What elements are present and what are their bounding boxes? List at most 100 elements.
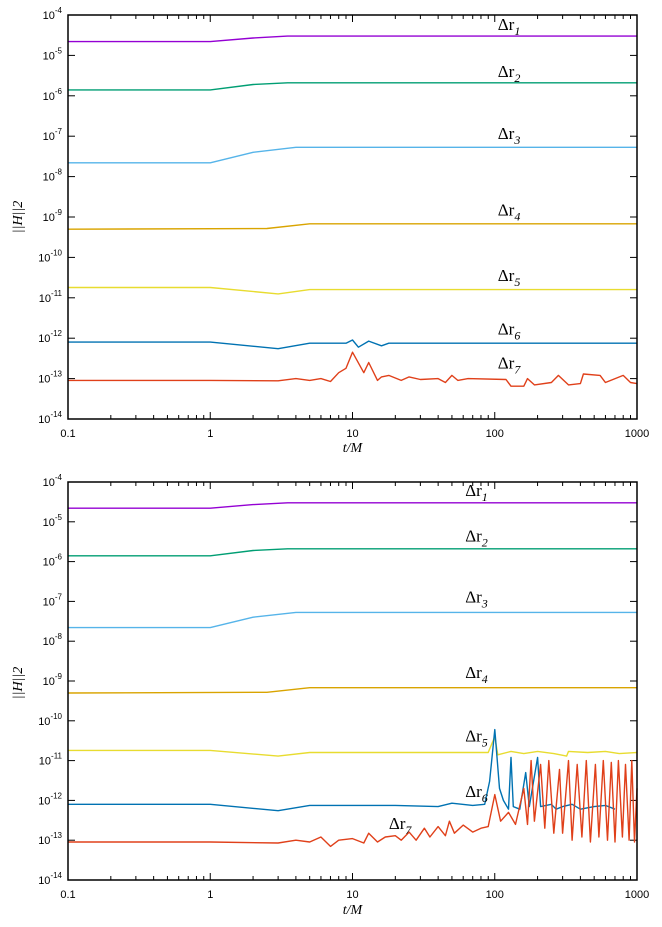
y-tick-exponent: -10	[50, 712, 62, 721]
series-label-sub: 6	[482, 791, 488, 805]
x-tick-label: 1	[207, 428, 213, 440]
series-line-dr5	[68, 735, 638, 757]
y-tick-label: 10-14	[38, 871, 62, 887]
y-tick-exponent: -9	[55, 208, 63, 217]
x-tick-label: 100	[486, 428, 504, 440]
y-tick-exponent: -10	[50, 248, 62, 257]
y-tick-exponent: -6	[55, 87, 63, 96]
y-tick-label: 10-12	[38, 791, 62, 807]
y-tick-exponent: -12	[50, 329, 62, 338]
series-label-sub: 5	[514, 275, 520, 289]
y-axis-title-top: ||H||2	[11, 201, 26, 234]
y-tick-exponent: -4	[55, 6, 63, 15]
y-tick-base: 10	[43, 10, 55, 22]
panel-2: 0.1 1 10 100 100010-410-510-610-710-810-910-…	[38, 473, 649, 918]
y-tick-exponent: -8	[55, 168, 63, 177]
y-tick-exponent: -13	[50, 370, 62, 379]
y-tick-label: 10-11	[39, 752, 63, 768]
series-label-sub: 1	[482, 490, 488, 504]
y-tick-exponent: -11	[51, 289, 63, 298]
series-label-sub: 5	[482, 736, 488, 750]
y-tick-label: 10-9	[43, 672, 63, 688]
series-label-main: Δr	[498, 200, 515, 219]
y-axis-title-bottom: ||H||2	[11, 667, 26, 700]
series-line-dr6	[68, 339, 637, 350]
y-tick-exponent: -4	[55, 473, 63, 482]
y-tick-label: 10-4	[43, 6, 63, 22]
y-tick-base: 10	[43, 676, 55, 688]
series-label-dr4: Δr4	[498, 200, 521, 223]
series-label-main: Δr	[498, 15, 515, 34]
y-tick-base: 10	[38, 374, 50, 386]
y-tick-base: 10	[43, 91, 55, 103]
series-label-main: Δr	[465, 481, 482, 500]
series-line-dr1	[68, 502, 637, 509]
series-label-dr5: Δr5	[498, 266, 521, 289]
series-label-sub: 2	[514, 71, 520, 85]
y-tick-base: 10	[38, 252, 50, 264]
y-tick-base: 10	[38, 795, 50, 807]
y-tick-exponent: -8	[55, 632, 63, 641]
x-tick-label: 1000	[625, 428, 649, 440]
series-label-main: Δr	[465, 526, 482, 545]
series-label-main: Δr	[465, 727, 482, 746]
y-tick-base: 10	[38, 716, 50, 728]
y-tick-label: 10-10	[38, 712, 62, 728]
series-line-dr3	[68, 611, 637, 629]
y-tick-exponent: -7	[55, 592, 63, 601]
y-tick-label: 10-8	[43, 632, 63, 648]
y-tick-base: 10	[39, 756, 51, 768]
y-tick-exponent: -5	[55, 513, 63, 522]
y-tick-exponent: -14	[50, 871, 62, 880]
series-label-dr6: Δr6	[465, 782, 488, 805]
x-tick-label: 10	[346, 428, 358, 440]
series-label-dr1: Δr1	[498, 15, 521, 38]
y-tick-base: 10	[43, 596, 55, 608]
y-tick-exponent: -9	[55, 672, 63, 681]
y-tick-base: 10	[43, 517, 55, 529]
y-tick-exponent: -12	[50, 791, 62, 800]
series-label-dr2: Δr2	[498, 62, 521, 85]
y-tick-label: 10-5	[43, 46, 63, 62]
y-tick-base: 10	[38, 875, 50, 887]
y-tick-base: 10	[38, 835, 50, 847]
y-tick-label: 10-6	[43, 87, 63, 103]
series-label-sub: 4	[482, 672, 488, 686]
y-tick-label: 10-10	[38, 248, 62, 264]
series-label-sub: 3	[513, 133, 520, 147]
x-tick-label: 0.1	[60, 428, 75, 440]
series-label-sub: 3	[481, 596, 488, 610]
y-tick-exponent: -13	[50, 831, 62, 840]
series-label-main: Δr	[498, 124, 515, 143]
series-label-dr1: Δr1	[465, 481, 488, 504]
y-tick-base: 10	[43, 172, 55, 184]
y-tick-base: 10	[43, 557, 55, 569]
y-tick-label: 10-12	[38, 329, 62, 345]
series-line-dr3	[68, 146, 637, 164]
y-tick-base: 10	[39, 293, 51, 305]
series-label-main: Δr	[465, 587, 482, 606]
series-line-dr4	[67, 687, 637, 694]
y-tick-base: 10	[43, 636, 55, 648]
panel-1: 0.1 1 10 100 100010-410-510-610-710-810-910-…	[38, 6, 649, 456]
series-line-dr2	[68, 82, 637, 91]
x-tick-label: 100	[486, 889, 504, 901]
series-label-dr3: Δr3	[498, 124, 521, 147]
y-tick-label: 10-8	[43, 168, 63, 184]
series-label-main: Δr	[498, 353, 515, 372]
series-line-dr1	[68, 35, 637, 43]
series-label-dr5: Δr5	[465, 727, 488, 750]
y-tick-base: 10	[43, 477, 55, 489]
series-label-sub: 1	[514, 24, 520, 38]
x-tick-label: 0.1	[60, 889, 75, 901]
y-tick-label: 10-7	[43, 127, 63, 143]
y-tick-label: 10-4	[43, 473, 63, 489]
x-axis-title: t/M	[343, 441, 364, 456]
series-label-main: Δr	[389, 814, 406, 833]
y-tick-base: 10	[38, 414, 50, 426]
y-tick-label: 10-13	[38, 831, 62, 847]
y-tick-label: 10-9	[43, 208, 63, 224]
series-label-dr6: Δr6	[498, 319, 521, 342]
y-tick-exponent: -5	[55, 46, 63, 55]
series-line-dr5	[68, 286, 637, 295]
